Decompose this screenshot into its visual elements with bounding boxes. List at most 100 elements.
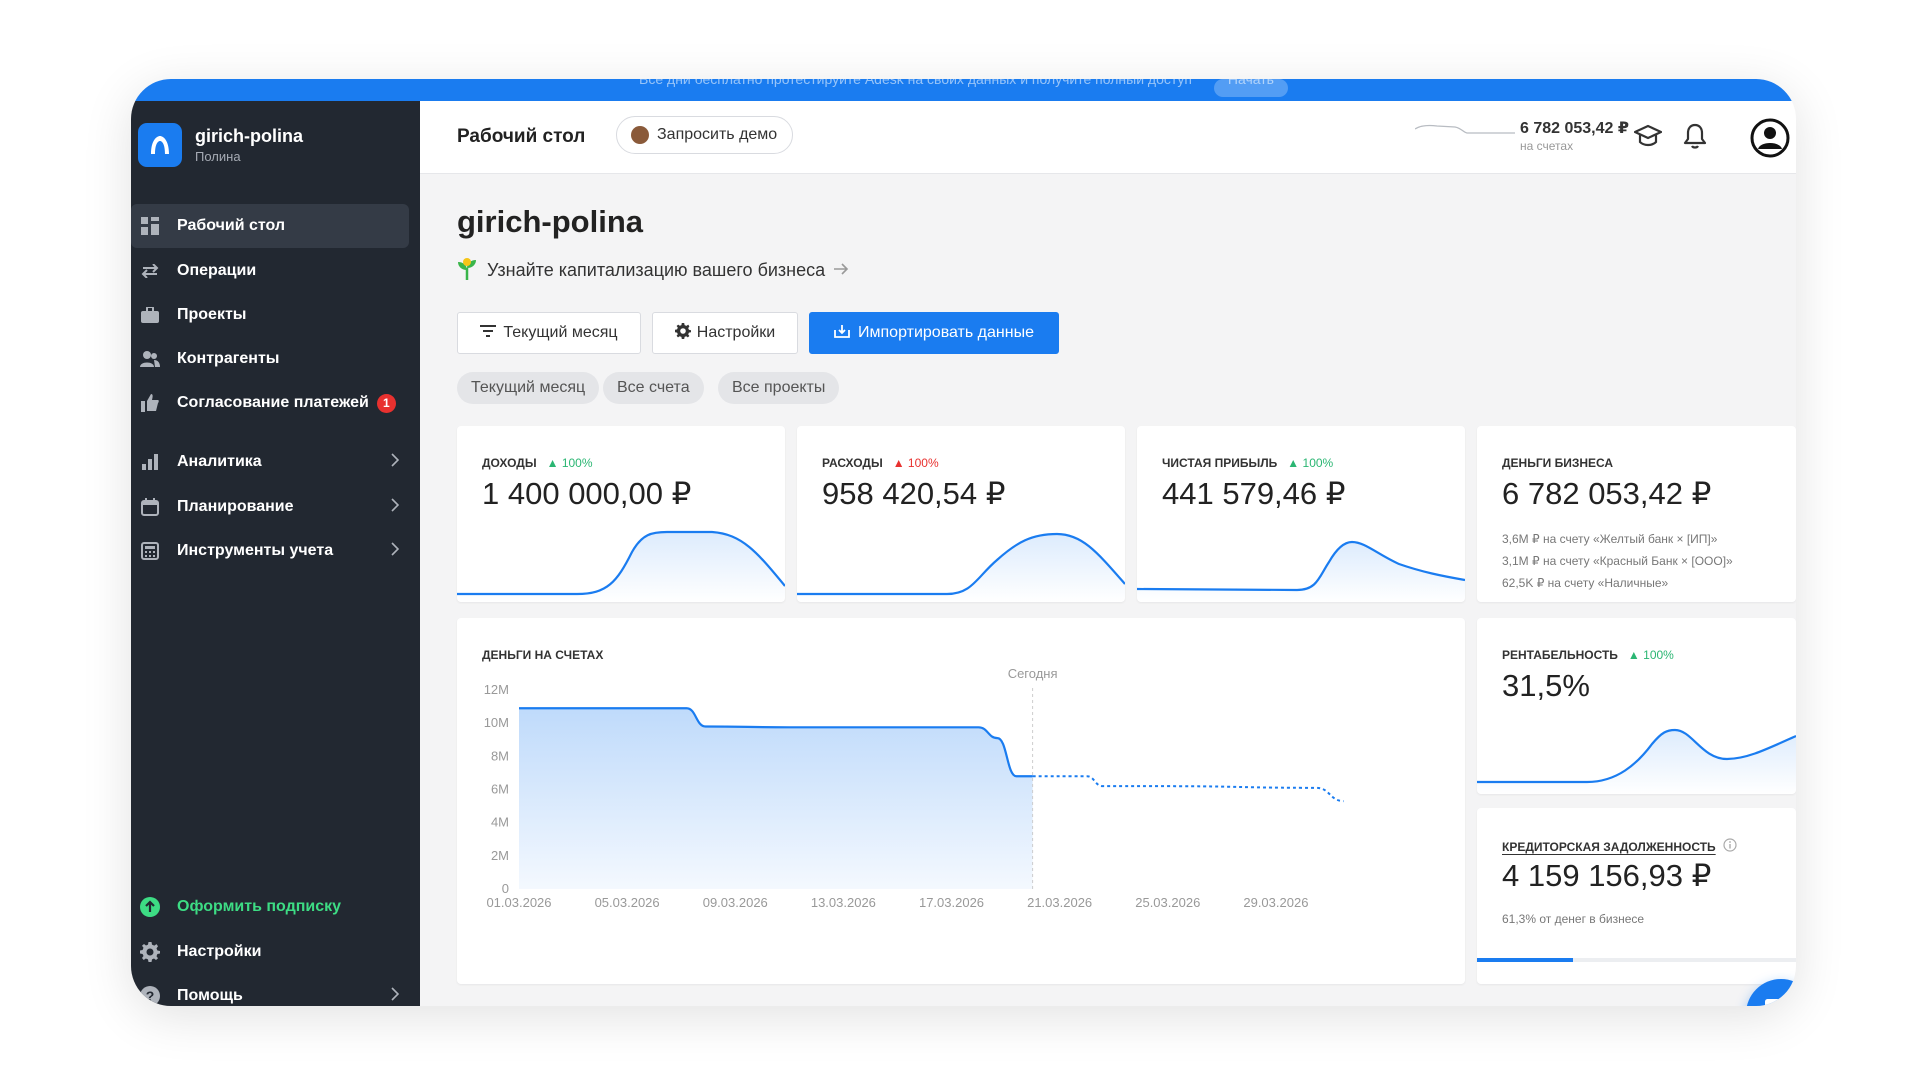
calculator-icon — [139, 540, 161, 562]
x-tick-label: 09.03.2026 — [703, 895, 768, 910]
sidebar-item-label: Настройки — [177, 943, 262, 960]
calendar-icon — [139, 496, 161, 518]
rentability-delta-value: 100% — [1643, 648, 1674, 662]
balance-line — [519, 707, 1033, 778]
topbar: Рабочий стол Запросить демо 6 782 053,42… — [420, 101, 1796, 174]
filter-icon — [480, 324, 497, 342]
graduation-cap-icon[interactable] — [1633, 123, 1663, 154]
thumbs-up-icon — [139, 392, 161, 414]
brand-user: Полина — [195, 149, 241, 164]
business-money-label: ДЕНЬГИ БИЗНЕСА — [1502, 456, 1614, 470]
x-tick-label: 17.03.2026 — [919, 895, 984, 910]
banner-start-button[interactable]: Начать — [1213, 79, 1288, 97]
bell-icon[interactable] — [1683, 123, 1707, 154]
info-icon[interactable] — [1723, 838, 1737, 855]
trial-banner: Все дни бесплатно протестируйте Adesk на… — [131, 79, 1796, 101]
brand[interactable]: girich-polina Полина — [138, 123, 303, 167]
rentability-label: РЕНТАБЕЛЬНОСТЬ — [1502, 648, 1618, 662]
capitalization-link[interactable]: Узнайте капитализацию вашего бизнеса — [457, 256, 849, 285]
payables-value: 4 159 156,93 ₽ — [1502, 858, 1712, 893]
rentability-value: 31,5% — [1502, 668, 1590, 703]
briefcase-icon — [139, 304, 161, 326]
rentability-delta: ▲ 100% — [1627, 648, 1674, 662]
chip-period[interactable]: Текущий месяц — [457, 372, 600, 404]
gear-icon — [139, 941, 161, 963]
expenses-label: РАСХОДЫ — [822, 456, 883, 470]
balance-area — [519, 708, 1033, 889]
sidebar-item-projects[interactable]: Проекты — [131, 293, 409, 337]
today-marker-label: Сегодня — [1008, 666, 1058, 681]
import-data-label: Импортировать данные — [858, 324, 1034, 341]
sidebar-item-settings[interactable]: Настройки — [131, 930, 409, 974]
business-money-card[interactable]: ДЕНЬГИ БИЗНЕСА 6 782 053,42 ₽ 3,6M ₽ на … — [1477, 426, 1796, 602]
sidebar-item-label: Операции — [177, 262, 257, 279]
sidebar-item-subscribe[interactable]: Оформить подписку — [131, 885, 409, 929]
sidebar-nav-secondary: Аналитика Планирование Инструменты учета — [131, 440, 420, 573]
dashboard-main: girich-polina Узнайте капитализацию ваше… — [420, 174, 1796, 1006]
dashboard-settings-button[interactable]: Настройки — [652, 312, 798, 354]
income-card[interactable]: ДОХОДЫ ▲ 100% 1 400 000,00 ₽ — [457, 426, 785, 602]
x-tick-label: 05.03.2026 — [595, 895, 660, 910]
payables-progress-track — [1477, 958, 1796, 962]
payables-card[interactable]: КРЕДИТОРСКАЯ ЗАДОЛЖЕННОСТЬ 4 159 156,93 … — [1477, 808, 1796, 984]
business-money-value: 6 782 053,42 ₽ — [1502, 476, 1712, 511]
sidebar-item-operations[interactable]: Операции — [131, 249, 409, 293]
sidebar-item-analytics[interactable]: Аналитика — [131, 440, 409, 484]
sprout-icon — [457, 256, 477, 285]
sidebar-item-label: Согласование платежей — [177, 394, 369, 411]
banner-text: Все дни бесплатно протестируйте Adesk на… — [639, 79, 1193, 87]
app-window: Все дни бесплатно протестируйте Adesk на… — [131, 79, 1796, 1006]
period-filter-label: Текущий месяц — [503, 324, 618, 341]
rentability-card[interactable]: РЕНТАБЕЛЬНОСТЬ ▲ 100% 31,5% — [1477, 618, 1796, 794]
chevron-right-icon — [391, 453, 400, 472]
page-title: Рабочий стол — [457, 126, 586, 147]
sidebar: girich-polina Полина Рабочий стол Операц… — [131, 101, 420, 1006]
y-tick-label: 0 — [502, 881, 509, 896]
expenses-card[interactable]: РАСХОДЫ ▲ 100% 958 420,54 ₽ — [797, 426, 1125, 602]
period-filter-button[interactable]: Текущий месяц — [457, 312, 641, 354]
net-profit-delta: ▲ 100% — [1287, 456, 1334, 470]
avatar — [631, 126, 649, 144]
help-icon: ? — [139, 985, 161, 1006]
account-note: 62,5K ₽ на счету «Наличные» — [1502, 576, 1669, 590]
income-label: ДОХОДЫ — [482, 456, 537, 470]
sidebar-item-label: Рабочий стол — [177, 217, 286, 234]
sidebar-item-accounting-tools[interactable]: Инструменты учета — [131, 529, 409, 573]
x-tick-label: 29.03.2026 — [1243, 895, 1308, 910]
net-profit-sparkline — [1137, 540, 1465, 602]
income-sparkline — [457, 530, 785, 602]
y-tick-label: 2M — [491, 848, 509, 863]
accounts-balance-label: ДЕНЬГИ НА СЧЕТАХ — [482, 648, 604, 662]
chevron-right-icon — [391, 987, 400, 1006]
accounts-balance-chart: 12M 10M 8M 6M 4M 2M 001.03.2026 05.03.2026 09.03… — [484, 666, 1344, 910]
net-profit-delta-value: 100% — [1302, 456, 1334, 470]
sidebar-item-planning[interactable]: Планирование — [131, 485, 409, 529]
transfer-icon — [139, 260, 161, 282]
accounts-balance-card[interactable]: ДЕНЬГИ НА СЧЕТАХ 12M 10M 8M 6M 4M 2M 0 01.03.20… — [457, 618, 1465, 984]
expenses-delta-value: 100% — [907, 456, 939, 470]
sidebar-item-contractors[interactable]: Контрагенты — [131, 337, 409, 381]
people-icon — [139, 348, 161, 370]
x-tick-label: 25.03.2026 — [1135, 895, 1200, 910]
balance-summary[interactable]: 6 782 053,42 ₽ на счетах — [1520, 118, 1629, 153]
arrow-up-circle-icon — [139, 896, 161, 918]
request-demo-label: Запросить демо — [657, 126, 778, 143]
account-note: 3,6M ₽ на счету «Желтый банк × [ИП]» — [1502, 532, 1718, 546]
sidebar-item-label: Аналитика — [177, 453, 262, 470]
dashboard-settings-label: Настройки — [696, 324, 776, 341]
chevron-right-icon — [391, 542, 400, 561]
request-demo-button[interactable]: Запросить демо — [616, 116, 794, 154]
user-avatar-icon[interactable] — [1750, 118, 1796, 163]
expenses-sparkline — [797, 532, 1125, 602]
sidebar-item-dashboard[interactable]: Рабочий стол — [131, 204, 409, 248]
import-data-button[interactable]: Импортировать данные — [809, 312, 1059, 354]
sidebar-item-payment-approval[interactable]: Согласование платежей 1 — [131, 381, 409, 425]
sidebar-item-label: Проекты — [177, 306, 247, 323]
chip-accounts[interactable]: Все счета — [603, 372, 704, 404]
net-profit-label: ЧИСТАЯ ПРИБЫЛЬ — [1162, 456, 1278, 470]
sidebar-item-help[interactable]: ? Помощь — [131, 974, 409, 1006]
chip-projects[interactable]: Все проекты — [718, 372, 840, 404]
net-profit-card[interactable]: ЧИСТАЯ ПРИБЫЛЬ ▲ 100% 441 579,46 ₽ — [1137, 426, 1465, 602]
import-icon — [834, 324, 850, 343]
adesk-logo-icon — [138, 123, 182, 167]
